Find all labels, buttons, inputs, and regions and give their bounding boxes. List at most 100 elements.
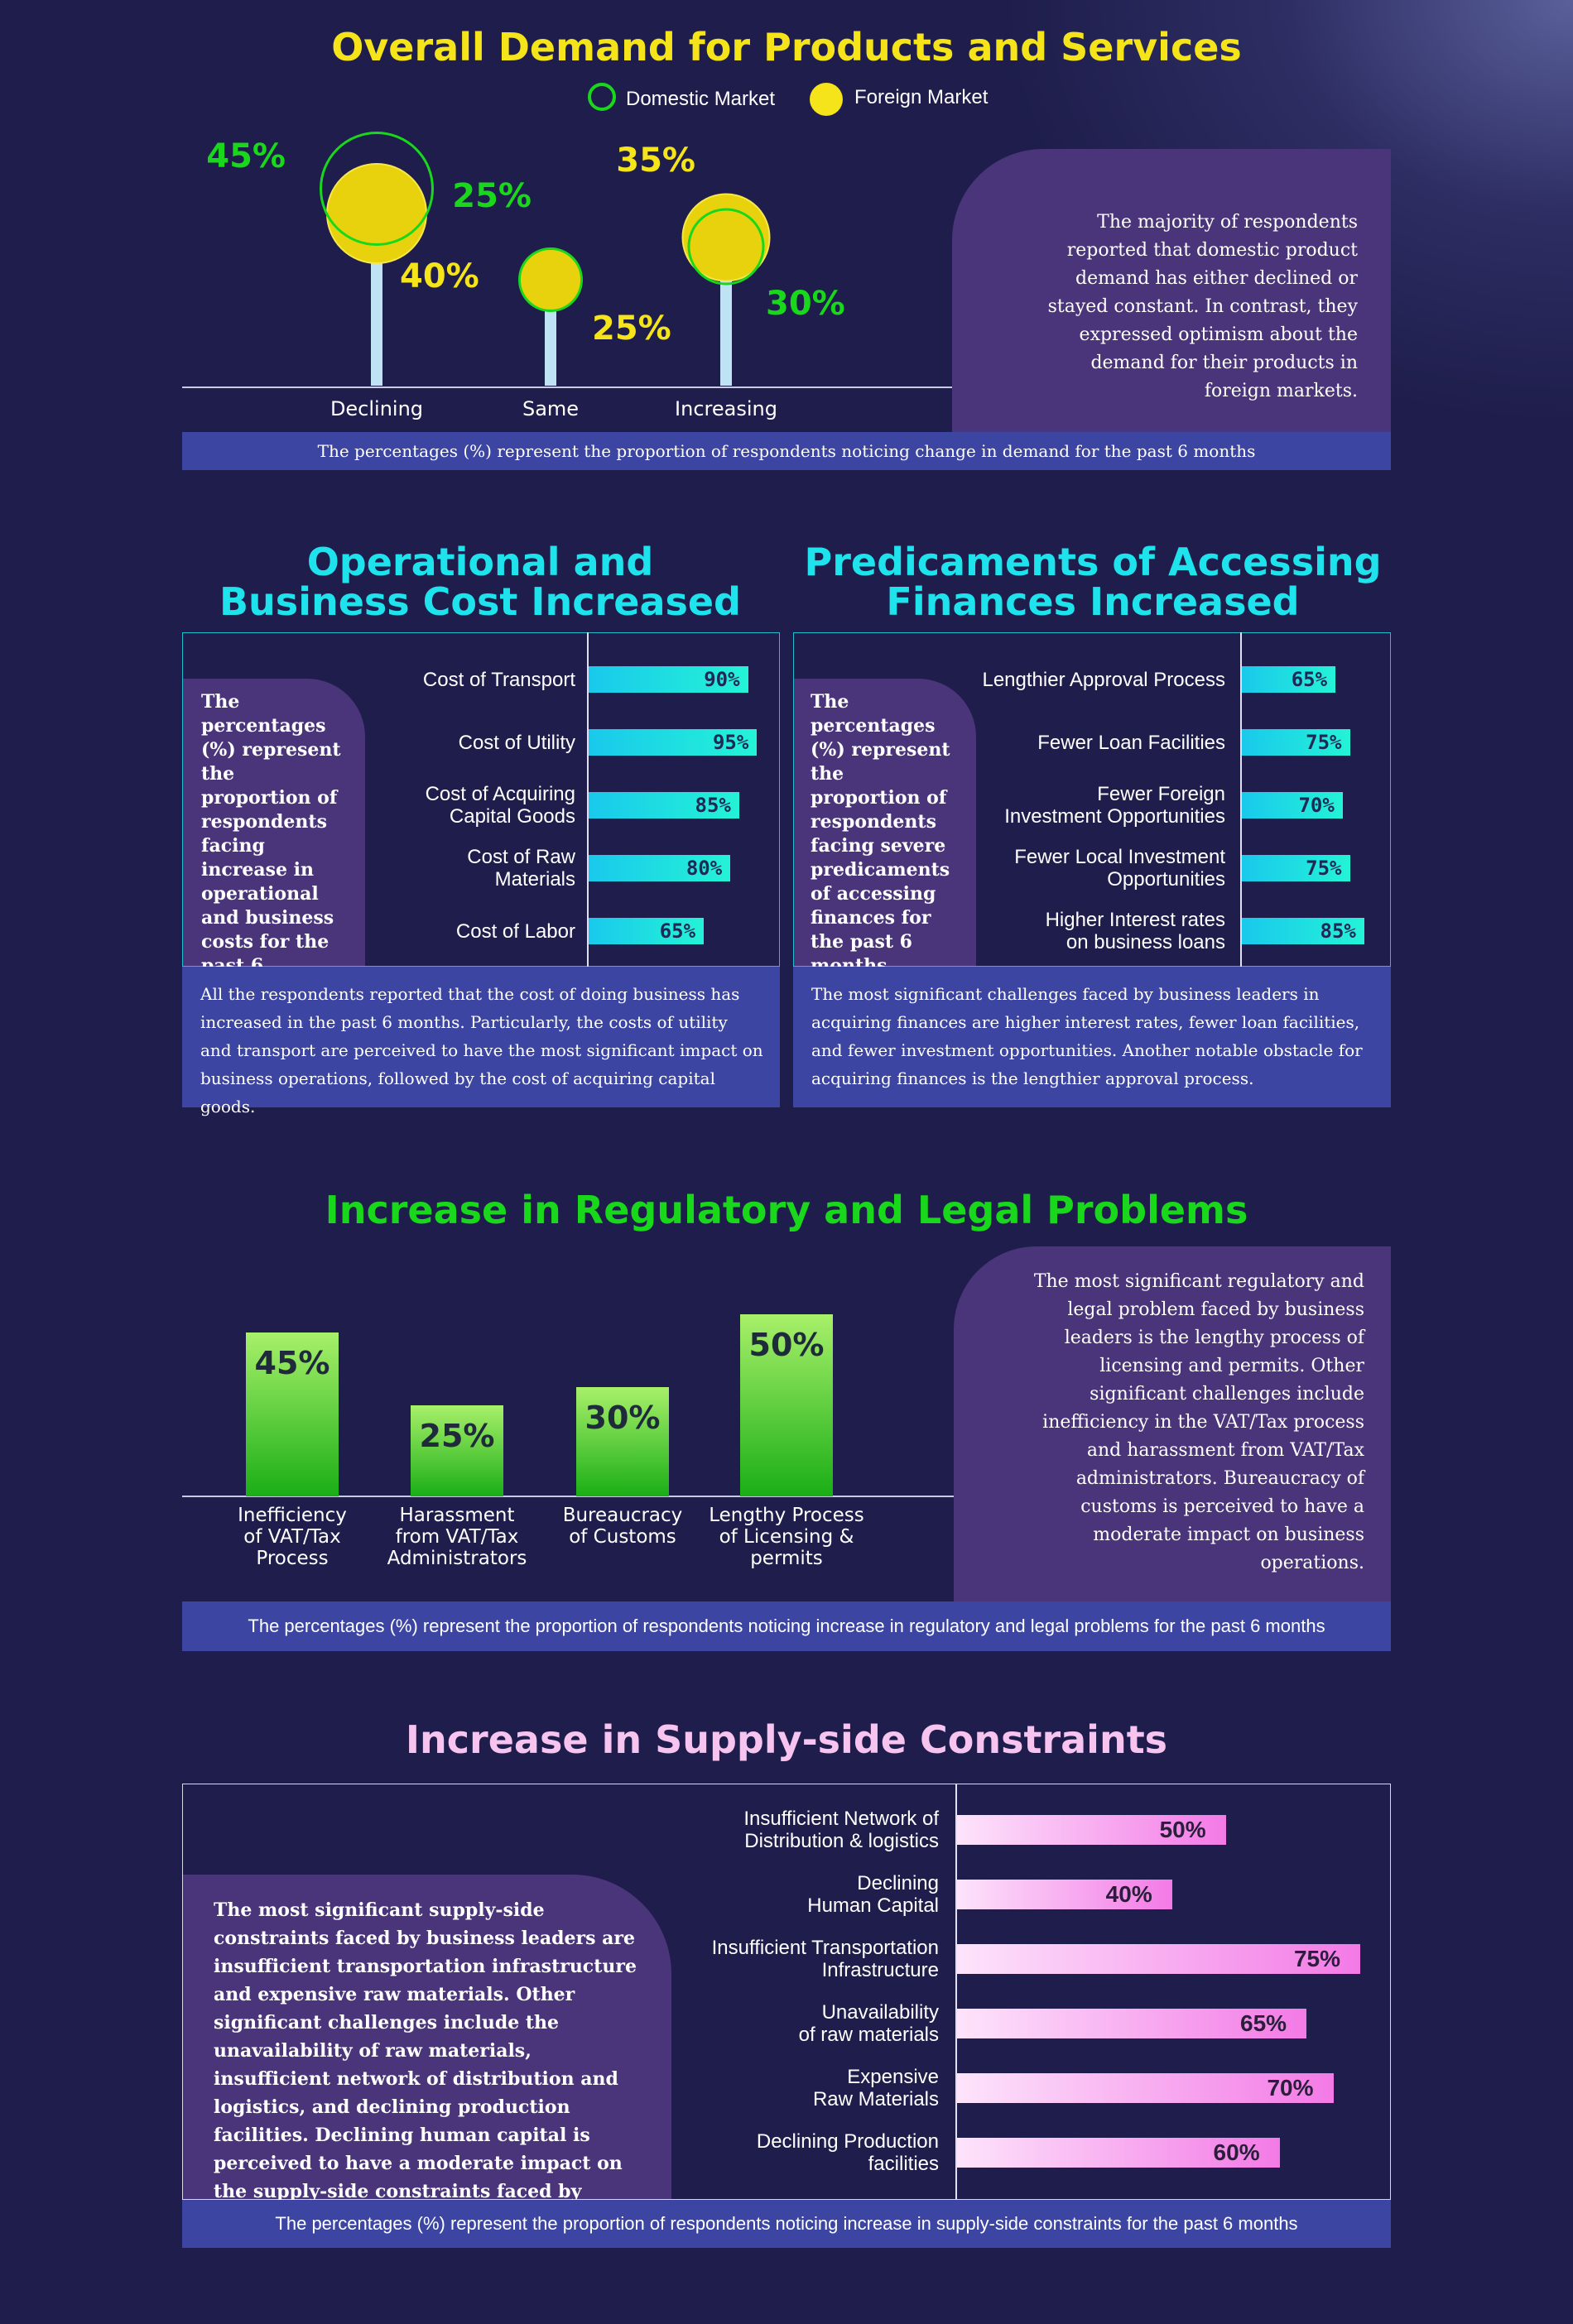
- section3-note: The percentages (%) represent the propor…: [811, 691, 950, 977]
- section5-chart-frame: [182, 1784, 1391, 2200]
- section1-footnote: The percentages (%) represent the propor…: [182, 432, 1391, 470]
- section1-description: The majority of respondents reported tha…: [1047, 212, 1358, 401]
- domestic-bubble-same: [518, 247, 583, 312]
- supply-category-label: Insufficient Network of Distribution & lo…: [679, 1808, 939, 1852]
- supply-bar: 60%: [957, 2138, 1280, 2168]
- demand-category-label: Increasing: [675, 397, 777, 420]
- supply-category-line: Insufficient Network of: [743, 1808, 939, 1830]
- bar: 65%: [1242, 666, 1336, 693]
- supply-category-line: Unavailability: [821, 2001, 939, 2024]
- legend-domestic-icon: [588, 83, 616, 111]
- section2-chart-frame: [182, 632, 780, 967]
- section4-description-panel: The most significant regulatory and lega…: [954, 1246, 1391, 1602]
- bar: 70%: [1242, 792, 1343, 819]
- bar-category-line: Cost of Raw: [467, 846, 575, 868]
- section5-title: Increase in Supply-side Constraints: [405, 1717, 1168, 1762]
- bar-category-line: Cost of Transport: [422, 668, 575, 691]
- supply-value-label: 60%: [1213, 2139, 1260, 2165]
- domestic-value-label: 45%: [206, 137, 286, 175]
- supply-value-label: 75%: [1293, 1946, 1340, 1971]
- regulatory-bar-chart: 45% Inefficiency of VAT/Tax Process 25% Haras…: [182, 1314, 960, 1569]
- regulatory-category-label: Lengthy Process of Licensing & permits: [709, 1505, 864, 1569]
- bar: 85%: [589, 792, 739, 819]
- section5-axis-line: [955, 1784, 957, 2200]
- domestic-bubble-declining: [320, 132, 434, 246]
- supply-category-label: Unavailability of raw materials: [679, 2001, 939, 2046]
- legend-foreign-label: Foreign Market: [854, 86, 989, 108]
- bar-value-label: 80%: [685, 857, 723, 880]
- bar-category-line: Fewer Local Investment: [1014, 846, 1225, 868]
- supply-value-label: 50%: [1159, 1817, 1206, 1842]
- bar-category-label: Fewer Local Investment Opportunities: [977, 846, 1225, 891]
- section2-title: Operational and Business Cost Increased: [182, 542, 778, 622]
- foreign-value-label: 25%: [592, 310, 671, 348]
- bar-category-label: Fewer Loan Facilities: [977, 732, 1225, 754]
- legend-foreign-icon: [810, 83, 843, 116]
- supply-value-label: 40%: [1105, 1881, 1152, 1907]
- section3-axis-line: [1240, 632, 1242, 967]
- section1-footnote-text: The percentages (%) represent the propor…: [317, 441, 1256, 461]
- bar-category-line: Capital Goods: [449, 805, 575, 828]
- legend: Domestic Market Foreign Market: [588, 81, 1018, 119]
- regulatory-bar: [246, 1332, 339, 1496]
- supply-bar: 70%: [957, 2073, 1334, 2103]
- section3-title: Predicaments of Accessing Finances Incre…: [795, 542, 1391, 622]
- supply-category-label: Declining Production facilities: [679, 2130, 939, 2175]
- regulatory-value-label: 45%: [255, 1345, 330, 1381]
- regulatory-value-label: 50%: [749, 1327, 825, 1363]
- bar-category-label: Lengthier Approval Process: [977, 669, 1225, 691]
- bar-value-label: 70%: [1298, 794, 1335, 817]
- regulatory-category-label: Inefficiency of VAT/Tax Process: [238, 1505, 347, 1569]
- regulatory-category-label: Bureaucracy of Customs: [563, 1505, 683, 1548]
- supply-category-line: Expensive: [847, 2066, 939, 2088]
- section3-summary: The most significant challenges faced by…: [811, 984, 1363, 1088]
- bar-category-label: Higher Interest rates on business loans: [977, 909, 1225, 953]
- bar: 80%: [589, 855, 731, 881]
- section2-title-line1: Operational and: [306, 540, 654, 584]
- section5-footnote-text: The percentages (%) represent the propor…: [275, 2213, 1298, 2234]
- supply-category-label: Insufficient Transportation Infrastructur…: [679, 1937, 939, 1981]
- regulatory-bar: [740, 1314, 833, 1496]
- demand-category-label: Same: [522, 397, 579, 420]
- bar-category-label: Fewer Foreign Investment Opportunities: [977, 783, 1225, 828]
- regulatory-bar: [411, 1405, 503, 1496]
- bar-value-label: 85%: [695, 794, 731, 817]
- section2-title-line2: Business Cost Increased: [219, 579, 741, 624]
- supply-category-line: Declining: [857, 1872, 939, 1894]
- bar-value-label: 95%: [712, 731, 749, 754]
- supply-category-line: Declining Production: [756, 2130, 939, 2153]
- bar-category-line: Investment Opportunities: [1004, 805, 1225, 828]
- foreign-value-label: 35%: [616, 142, 695, 180]
- foreign-bubble-declining: [326, 163, 427, 264]
- bar-category-line: Cost of Utility: [458, 731, 575, 754]
- supply-category-line: Human Capital: [807, 1894, 939, 1917]
- bar-value-label: 75%: [1306, 731, 1342, 754]
- section3-title-line2: Finances Increased: [886, 579, 1300, 624]
- supply-category-line: of raw materials: [798, 2024, 939, 2046]
- section3-title-line1: Predicaments of Accessing: [804, 540, 1382, 584]
- regulatory-value-label: 25%: [420, 1418, 495, 1454]
- regulatory-bar: [576, 1387, 669, 1496]
- bar-category-line: Materials: [494, 868, 575, 891]
- bar-category-line: Higher Interest rates: [1045, 909, 1225, 931]
- demand-bubble-chart: Declining 45% 40% Same 25% 25% Increasing 30% 35…: [182, 132, 952, 420]
- bar-category-line: Opportunities: [1107, 868, 1225, 891]
- section5-footnote: The percentages (%) represent the propor…: [182, 2200, 1391, 2248]
- supply-bar: 40%: [957, 1880, 1172, 1909]
- section4-footnote: The percentages (%) represent the propor…: [182, 1601, 1391, 1651]
- bar-category-line: on business loans: [1066, 931, 1225, 953]
- supply-bar: 50%: [957, 1815, 1226, 1845]
- section2-axis-line: [587, 632, 589, 967]
- legend-domestic-label: Domestic Market: [626, 88, 776, 110]
- bar-category-line: Lengthier Approval Process: [982, 668, 1225, 691]
- section4-description: The most significant regulatory and lega…: [1033, 1271, 1364, 1573]
- bar-category-label: Cost of Labor: [327, 920, 575, 943]
- section2-summary-panel: All the respondents reported that the co…: [182, 967, 780, 1116]
- supply-category-line: Insufficient Transportation: [711, 1937, 939, 1959]
- bar-value-label: 90%: [704, 668, 740, 691]
- bar: 75%: [1242, 729, 1350, 756]
- section3-chart-frame: [793, 632, 1391, 967]
- section2-summary: All the respondents reported that the co…: [200, 984, 763, 1116]
- bar: 75%: [1242, 855, 1350, 881]
- supply-value-label: 70%: [1267, 2075, 1314, 2101]
